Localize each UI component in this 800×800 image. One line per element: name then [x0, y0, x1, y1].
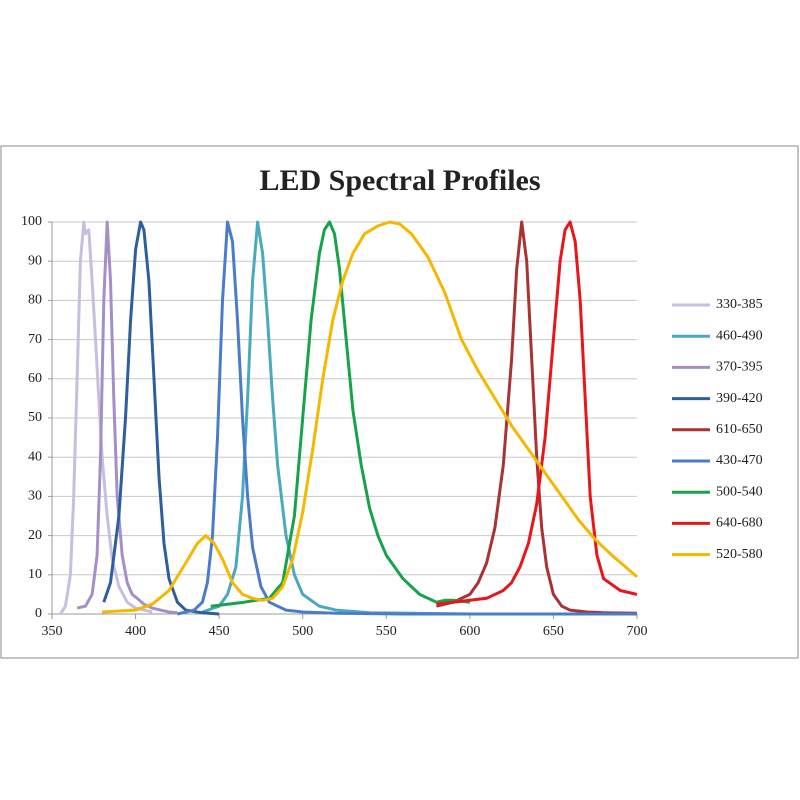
x-tick-label: 450 — [209, 624, 230, 639]
legend-label: 430-470 — [716, 453, 763, 468]
series-line — [76, 220, 178, 615]
legend-label: 610-650 — [716, 422, 763, 437]
y-tick-label: 30 — [28, 489, 42, 504]
series-line — [436, 220, 638, 615]
series-line — [59, 220, 153, 615]
x-tick-label: 500 — [292, 624, 313, 639]
series-line — [210, 220, 471, 608]
y-tick-label: 100 — [21, 214, 42, 229]
legend-label: 330-385 — [716, 297, 763, 312]
y-tick-label: 50 — [28, 410, 42, 425]
chart-title: LED Spectral Profiles — [259, 164, 540, 197]
legend-label: 460-490 — [716, 328, 763, 343]
y-tick-label: 0 — [35, 606, 42, 621]
legend-label: 370-395 — [716, 360, 763, 375]
y-tick-label: 40 — [28, 449, 42, 464]
y-tick-label: 60 — [28, 371, 42, 386]
series-line — [201, 220, 637, 616]
x-tick-label: 600 — [459, 624, 480, 639]
series-line — [102, 220, 220, 616]
y-tick-label: 70 — [28, 332, 42, 347]
legend-label: 390-420 — [716, 391, 763, 406]
y-tick-label: 20 — [28, 528, 42, 543]
x-tick-label: 550 — [376, 624, 397, 639]
legend-label: 520-580 — [716, 547, 763, 562]
x-tick-label: 400 — [125, 624, 146, 639]
series-line — [177, 220, 637, 616]
legend-label: 640-680 — [716, 516, 763, 531]
y-tick-label: 80 — [28, 293, 42, 308]
series-line — [102, 220, 638, 614]
series-line — [436, 220, 638, 606]
x-tick-label: 350 — [42, 624, 63, 639]
x-tick-label: 700 — [627, 624, 648, 639]
x-tick-label: 650 — [543, 624, 564, 639]
y-tick-label: 10 — [28, 567, 42, 582]
y-tick-label: 90 — [28, 253, 42, 268]
legend-label: 500-540 — [716, 484, 763, 499]
